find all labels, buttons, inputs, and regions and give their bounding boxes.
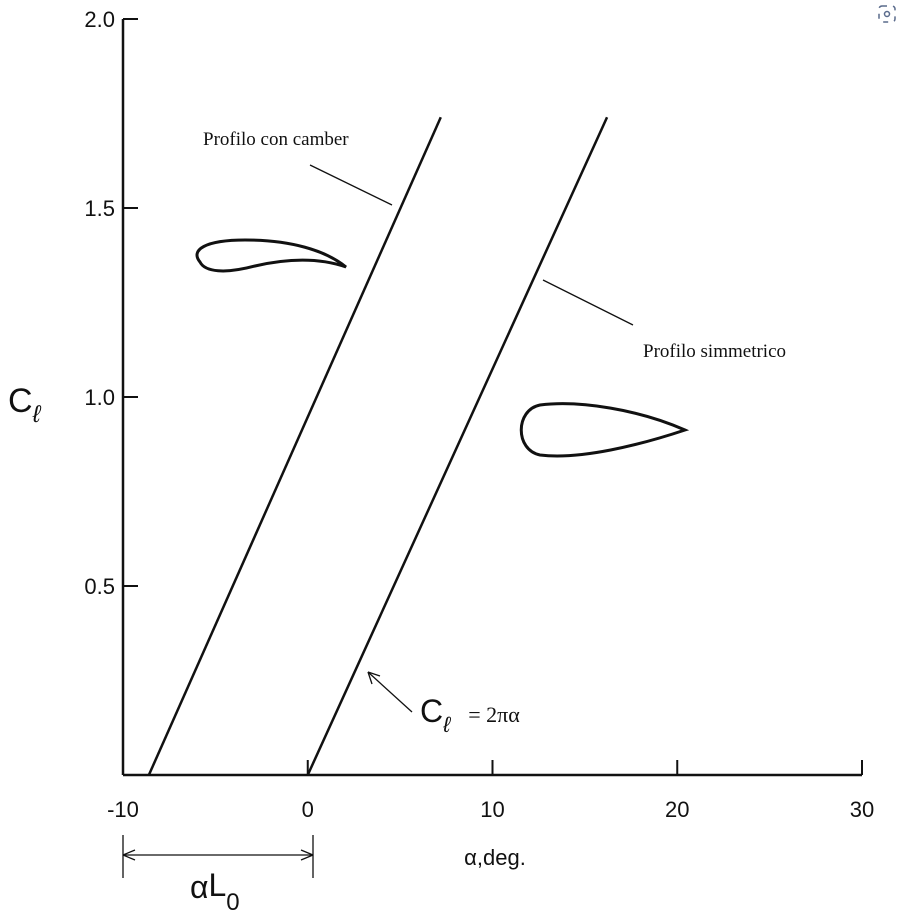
screenshot-icon[interactable] [878,5,896,23]
y-tick-label: 1.5 [84,196,115,221]
symmetric-airfoil [519,402,690,458]
zero-lift-angle: αL0 [190,867,240,916]
series-line [147,116,442,776]
y-label-subscript: ℓ [32,401,42,428]
y-axis-label: Cℓ [8,382,42,428]
screenshot-icon-dot [883,10,891,18]
y-tick-label: 1.0 [84,385,115,410]
series-line [306,116,609,776]
arrow [367,671,413,713]
series-label: Profilo con camber [203,129,349,150]
zla-sub-subscript: 0 [226,889,239,916]
x-tick-label: 0 [302,797,314,822]
formula: Cℓ = 2πα [420,693,520,737]
formula-symbol: C [420,693,443,729]
x-axis-label: α,deg. [464,845,526,870]
y-tick-label: 0.5 [84,574,115,599]
zla-symbol: α [190,869,209,905]
formula-expression: = 2πα [468,702,520,727]
arrow-head [367,671,381,685]
formula-subscript: ℓ [442,712,451,737]
x-tick-label: 20 [665,797,689,822]
x-tick-label: 30 [850,797,874,822]
cambered-airfoil [195,238,347,273]
series-label: Profilo simmetrico [643,341,786,362]
y-label-symbol: C [8,382,33,420]
arrow-head [122,849,314,861]
x-tick-label: 10 [480,797,504,822]
y-tick-label: 2.0 [84,7,115,32]
leader-line [542,279,634,326]
leader-line [309,164,393,206]
zla-subscript: L [209,867,227,903]
x-tick-label: -10 [107,797,139,822]
